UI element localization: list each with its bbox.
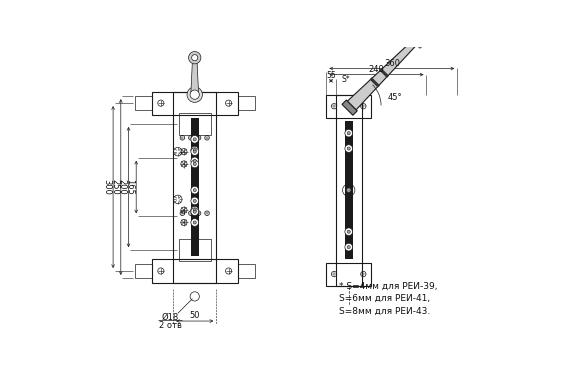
Bar	[152, 260, 238, 283]
Circle shape	[191, 146, 199, 154]
Bar	[327, 262, 371, 285]
Circle shape	[191, 55, 198, 61]
Circle shape	[193, 209, 197, 212]
Circle shape	[189, 52, 201, 64]
Circle shape	[193, 199, 197, 203]
Text: 240: 240	[368, 65, 384, 74]
Polygon shape	[191, 61, 199, 93]
Circle shape	[193, 210, 197, 213]
Bar	[135, 264, 152, 278]
Text: S=6мм для РЕИ-41,: S=6мм для РЕИ-41,	[339, 294, 430, 303]
Circle shape	[193, 188, 197, 192]
Circle shape	[347, 147, 350, 150]
Bar	[238, 96, 255, 110]
Text: 165: 165	[125, 179, 135, 195]
Circle shape	[191, 208, 199, 215]
Polygon shape	[370, 77, 380, 88]
Bar	[173, 91, 216, 283]
Bar	[179, 239, 211, 261]
Circle shape	[347, 230, 350, 233]
Circle shape	[191, 219, 199, 226]
Bar	[135, 96, 152, 110]
Bar	[345, 121, 352, 260]
Circle shape	[345, 228, 352, 235]
Circle shape	[193, 162, 197, 165]
Text: Ø18: Ø18	[162, 313, 179, 322]
Circle shape	[193, 221, 197, 224]
Text: 300: 300	[103, 179, 111, 195]
Circle shape	[345, 129, 352, 137]
Bar	[238, 264, 255, 278]
Circle shape	[191, 148, 199, 156]
Circle shape	[345, 243, 352, 251]
Polygon shape	[379, 68, 389, 78]
Circle shape	[193, 138, 197, 141]
Circle shape	[191, 157, 199, 165]
Circle shape	[191, 160, 199, 168]
Circle shape	[191, 197, 199, 205]
Text: S=8мм для РЕИ-43.: S=8мм для РЕИ-43.	[339, 307, 430, 316]
Text: 50: 50	[190, 311, 200, 320]
Polygon shape	[409, 19, 438, 48]
Circle shape	[193, 149, 197, 152]
Text: 45°: 45°	[387, 93, 402, 102]
Circle shape	[193, 160, 197, 162]
Circle shape	[347, 246, 350, 249]
Circle shape	[347, 188, 351, 192]
Text: * S=4мм для РЕИ-39,: * S=4мм для РЕИ-39,	[339, 282, 437, 291]
Bar	[179, 113, 211, 135]
Text: 360: 360	[384, 59, 400, 68]
Circle shape	[345, 145, 352, 152]
Text: 2 отв: 2 отв	[159, 321, 182, 330]
Circle shape	[190, 90, 199, 99]
Circle shape	[187, 87, 202, 102]
Circle shape	[191, 135, 199, 143]
Circle shape	[347, 132, 350, 135]
Bar	[191, 118, 199, 256]
Text: S*: S*	[342, 75, 351, 84]
Text: 250: 250	[110, 179, 119, 195]
Bar	[327, 95, 371, 118]
Bar	[152, 91, 238, 115]
Bar	[336, 95, 362, 285]
Text: 200: 200	[118, 179, 127, 195]
Circle shape	[191, 186, 199, 194]
Circle shape	[193, 150, 197, 153]
Text: 55: 55	[326, 71, 336, 80]
Polygon shape	[347, 41, 417, 110]
Polygon shape	[342, 100, 357, 115]
Circle shape	[191, 206, 199, 214]
